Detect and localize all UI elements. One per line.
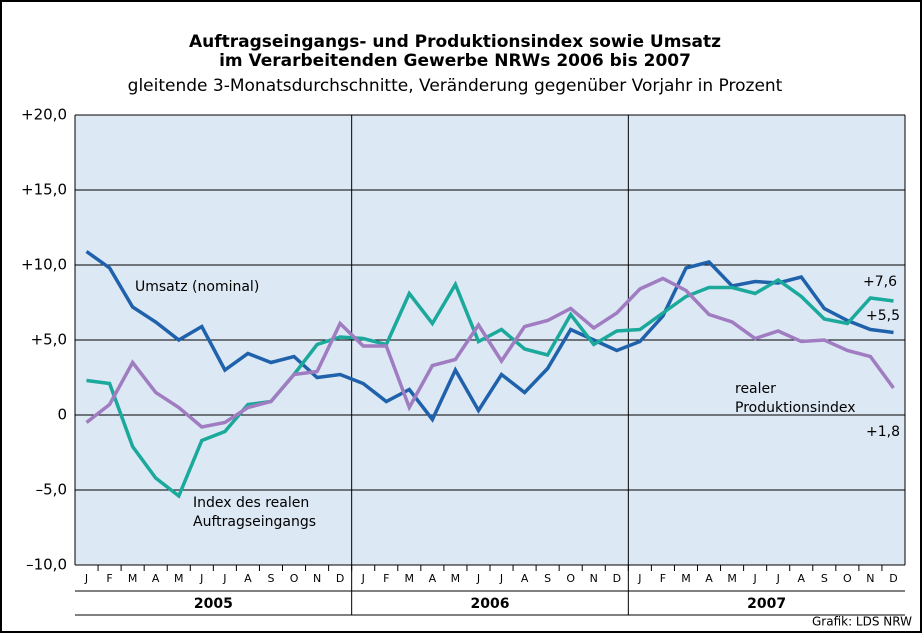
x-tick-label: N xyxy=(590,572,598,585)
y-tick-label: –10,0 xyxy=(26,556,67,574)
end-label: +5,5 xyxy=(866,308,900,324)
x-tick-label: A xyxy=(797,572,805,585)
x-tick-label: J xyxy=(361,572,365,585)
x-tick-label: A xyxy=(152,572,160,585)
series-label: realer xyxy=(735,381,776,397)
x-tick-label: J xyxy=(222,572,226,585)
x-tick-label: A xyxy=(429,572,437,585)
series-label: Umsatz (nominal) xyxy=(135,279,259,295)
x-tick-label: M xyxy=(128,572,138,585)
year-label: 2007 xyxy=(747,596,786,612)
series-line xyxy=(85,250,894,423)
x-tick-label: O xyxy=(566,572,575,585)
series-line xyxy=(86,277,894,499)
x-tick-label: M xyxy=(451,572,461,585)
x-tick-label: J xyxy=(776,572,780,585)
x-tick-label: D xyxy=(889,572,897,585)
y-tick-label: –5,0 xyxy=(36,481,67,499)
y-tick-label: +10,0 xyxy=(21,256,67,274)
chart-title: Auftragseingangs- und Produktionsindex s… xyxy=(189,32,721,52)
x-tick-label: J xyxy=(84,572,88,585)
x-tick-label: M xyxy=(405,572,415,585)
x-tick-label: O xyxy=(843,572,852,585)
x-tick-label: J xyxy=(199,572,203,585)
x-tick-label: N xyxy=(313,572,321,585)
y-tick-label: 0 xyxy=(57,406,67,424)
year-label: 2005 xyxy=(194,596,233,612)
x-tick-label: F xyxy=(660,572,666,585)
x-tick-label: S xyxy=(544,572,551,585)
chart-title: im Verarbeitenden Gewerbe NRWs 2006 bis … xyxy=(219,51,691,71)
x-tick-label: F xyxy=(106,572,112,585)
series-label: Produktionsindex xyxy=(735,400,856,416)
x-tick-label: A xyxy=(244,572,252,585)
series-line xyxy=(85,276,895,429)
y-tick-label: +15,0 xyxy=(21,181,67,199)
end-label: +1,8 xyxy=(866,424,900,440)
x-tick-label: J xyxy=(637,572,641,585)
x-tick-label: D xyxy=(613,572,621,585)
year-label: 2006 xyxy=(471,596,510,612)
x-tick-label: J xyxy=(476,572,480,585)
x-tick-label: N xyxy=(866,572,874,585)
end-label: +7,6 xyxy=(863,274,897,290)
x-tick-label: M xyxy=(727,572,737,585)
chart-subtitle: gleitende 3-Monatsdurchschnitte, Verände… xyxy=(128,76,783,96)
x-tick-label: A xyxy=(521,572,529,585)
x-tick-label: F xyxy=(383,572,389,585)
x-tick-label: D xyxy=(336,572,344,585)
x-tick-label: M xyxy=(174,572,184,585)
series-label: Index des realen xyxy=(193,495,309,511)
x-tick-label: J xyxy=(499,572,503,585)
y-tick-label: +5,0 xyxy=(31,331,67,349)
x-tick-label: S xyxy=(821,572,828,585)
credit: Grafik: LDS NRW xyxy=(812,615,912,629)
x-tick-label: M xyxy=(681,572,691,585)
x-tick-label: O xyxy=(290,572,299,585)
series-label: Auftragseingangs xyxy=(193,514,316,530)
x-tick-label: A xyxy=(705,572,713,585)
y-tick-label: +20,0 xyxy=(21,106,67,124)
x-tick-label: S xyxy=(267,572,274,585)
x-tick-label: J xyxy=(753,572,757,585)
